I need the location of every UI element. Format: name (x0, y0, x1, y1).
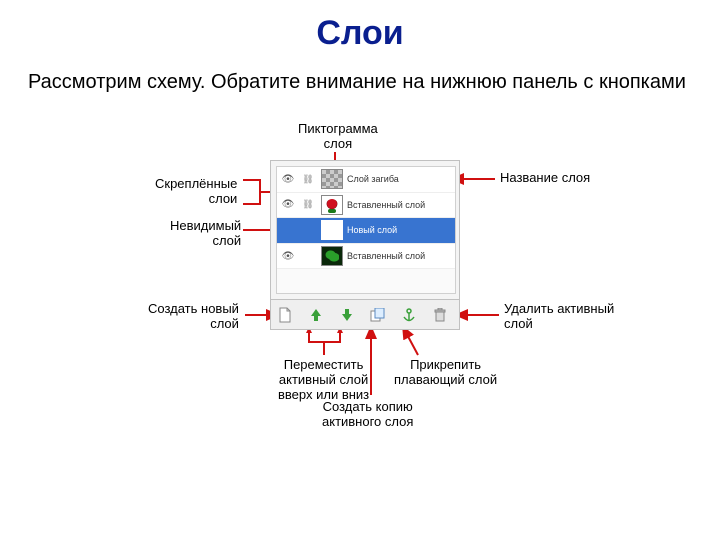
layer-thumbnail (321, 195, 343, 215)
callout-duplicate: Создать копиюактивного слоя (322, 400, 413, 430)
visibility-icon[interactable]: 👁 (277, 174, 299, 185)
callout-thumbnail: Пиктограммаслоя (298, 122, 378, 152)
layers-toolbar (271, 299, 459, 329)
layer-name[interactable]: Вставленный слой (347, 200, 455, 210)
callout-delete: Удалить активныйслой (504, 302, 614, 332)
callout-invisible: Невидимыйслой (170, 219, 241, 249)
layer-row[interactable]: 👁 Вставленный слой (277, 244, 455, 270)
visibility-icon[interactable]: 👁 (277, 251, 299, 262)
layers-list: 👁 ⛓ Слой загиба 👁 ⛓ Вставленный слой Нов… (276, 166, 456, 294)
layer-thumbnail (321, 246, 343, 266)
layer-thumbnail (321, 220, 343, 240)
layer-row-empty (277, 269, 455, 294)
callout-move: Переместитьактивный слойвверх или вниз (278, 358, 369, 403)
visibility-icon[interactable]: 👁 (277, 199, 299, 210)
arrow-down-icon (341, 308, 353, 322)
layer-row[interactable]: 👁 ⛓ Слой загиба (277, 167, 455, 193)
link-icon[interactable]: ⛓ (299, 199, 317, 210)
page-title: Слои (0, 0, 720, 53)
delete-layer-button[interactable] (432, 307, 448, 323)
page-subtitle: Рассмотрим схему. Обратите внимание на н… (0, 53, 720, 95)
anchor-layer-button[interactable] (401, 307, 417, 323)
move-up-button[interactable] (308, 307, 324, 323)
duplicate-layer-button[interactable] (370, 307, 386, 323)
callout-linked: Скреплённыеслои (155, 177, 237, 207)
new-layer-button[interactable] (277, 307, 293, 323)
arrow-up-icon (310, 308, 322, 322)
move-down-button[interactable] (339, 307, 355, 323)
layers-panel: 👁 ⛓ Слой загиба 👁 ⛓ Вставленный слой Нов… (270, 160, 460, 330)
layer-row[interactable]: 👁 ⛓ Вставленный слой (277, 193, 455, 219)
new-layer-icon (278, 307, 292, 323)
layer-thumbnail (321, 169, 343, 189)
layer-name[interactable]: Вставленный слой (347, 251, 455, 261)
trash-icon (434, 308, 446, 322)
callout-new: Создать новыйслой (148, 302, 239, 332)
layer-row-selected[interactable]: Новый слой (277, 218, 455, 244)
link-icon[interactable]: ⛓ (299, 174, 317, 185)
layer-name[interactable]: Слой загиба (347, 174, 455, 184)
callout-anchor: Прикрепитьплавающий слой (394, 358, 497, 388)
anchor-icon (402, 308, 416, 322)
layer-name[interactable]: Новый слой (347, 225, 455, 235)
callout-name: Название слоя (500, 171, 590, 186)
diagram: 👁 ⛓ Слой загиба 👁 ⛓ Вставленный слой Нов… (0, 130, 720, 530)
duplicate-icon (370, 308, 386, 322)
